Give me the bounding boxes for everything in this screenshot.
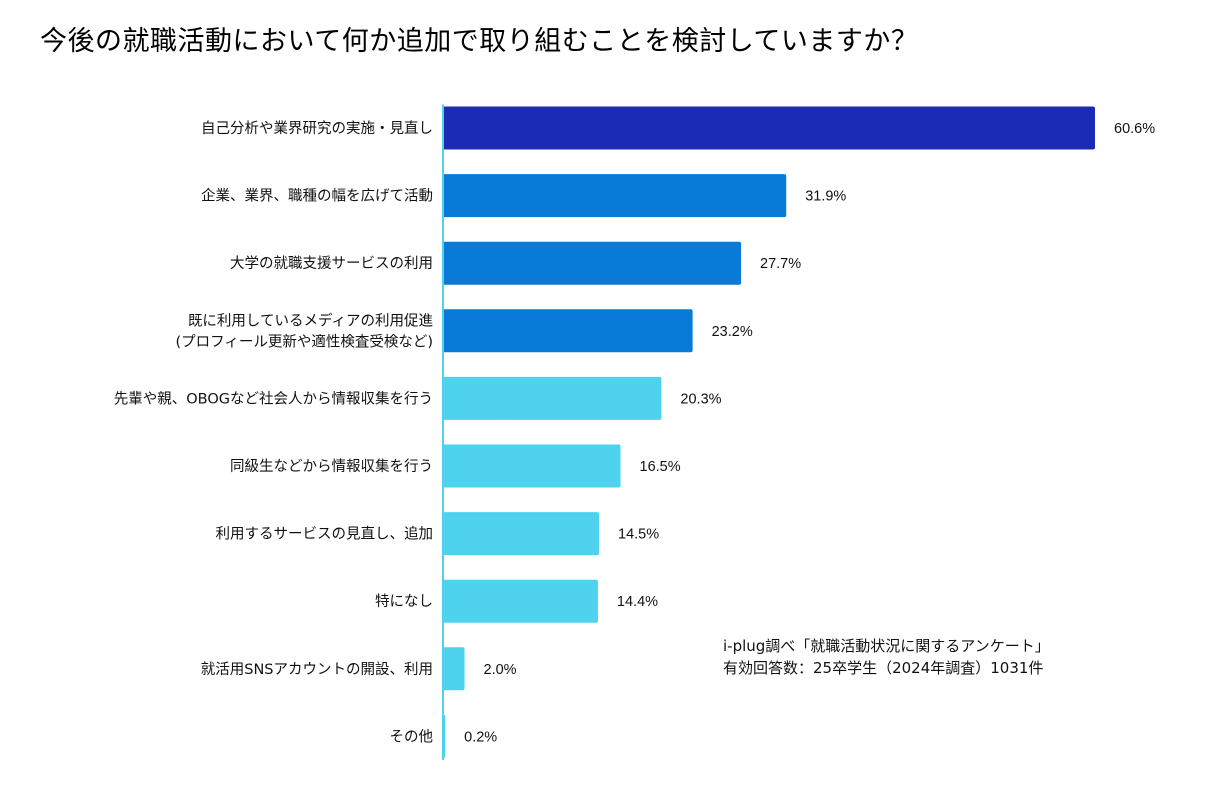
bar — [443, 106, 1095, 150]
value-label: 14.4% — [617, 594, 658, 610]
bar — [443, 174, 787, 218]
value-label: 20.3% — [680, 391, 721, 407]
bar — [443, 376, 662, 420]
category-label: その他 — [390, 728, 434, 745]
category-label: 企業、業界、職種の幅を広げて活動 — [201, 187, 433, 205]
bar — [443, 444, 621, 488]
value-label: 23.2% — [712, 324, 753, 340]
category-label: 特になし — [375, 593, 433, 610]
bar — [443, 241, 742, 285]
category-label: 既に利用しているメディアの利用促進 — [188, 311, 434, 329]
bar — [443, 579, 598, 623]
bar — [443, 512, 600, 556]
source-note: i-plug調べ「就職活動状況に関するアンケート」 有効回答数：25卒学生（20… — [723, 635, 1050, 679]
value-label: 14.5% — [618, 527, 659, 543]
category-label: 自己分析や業界研究の実施・見直し — [201, 120, 433, 137]
value-label: 0.2% — [464, 729, 497, 745]
value-label: 27.7% — [760, 256, 801, 272]
respondents-text: 有効回答数：25卒学生（2024年調査）1031件 — [723, 659, 1044, 677]
category-label: 大学の就職支援サービスの利用 — [230, 255, 433, 272]
bar — [443, 647, 465, 691]
category-label: 同級生などから情報収集を行う — [230, 458, 433, 475]
category-label: 利用するサービスの見直し、追加 — [216, 526, 434, 543]
category-label: 先輩や親、OBOGなど社会人から情報収集を行う — [114, 390, 433, 407]
source-text: i-plug調べ「就職活動状況に関するアンケート」 — [723, 637, 1050, 655]
value-label: 60.6% — [1114, 121, 1155, 137]
value-label: 16.5% — [640, 459, 681, 475]
chart-title: 今後の就職活動において何か追加で取り組むことを検討していますか？ — [40, 26, 919, 57]
value-label: 2.0% — [484, 662, 517, 678]
category-label: 就活用SNSアカウントの開設、利用 — [201, 661, 433, 678]
bar — [443, 309, 693, 353]
category-label: (プロフィール更新や適性検査受検など) — [175, 332, 433, 350]
value-label: 31.9% — [805, 189, 846, 205]
